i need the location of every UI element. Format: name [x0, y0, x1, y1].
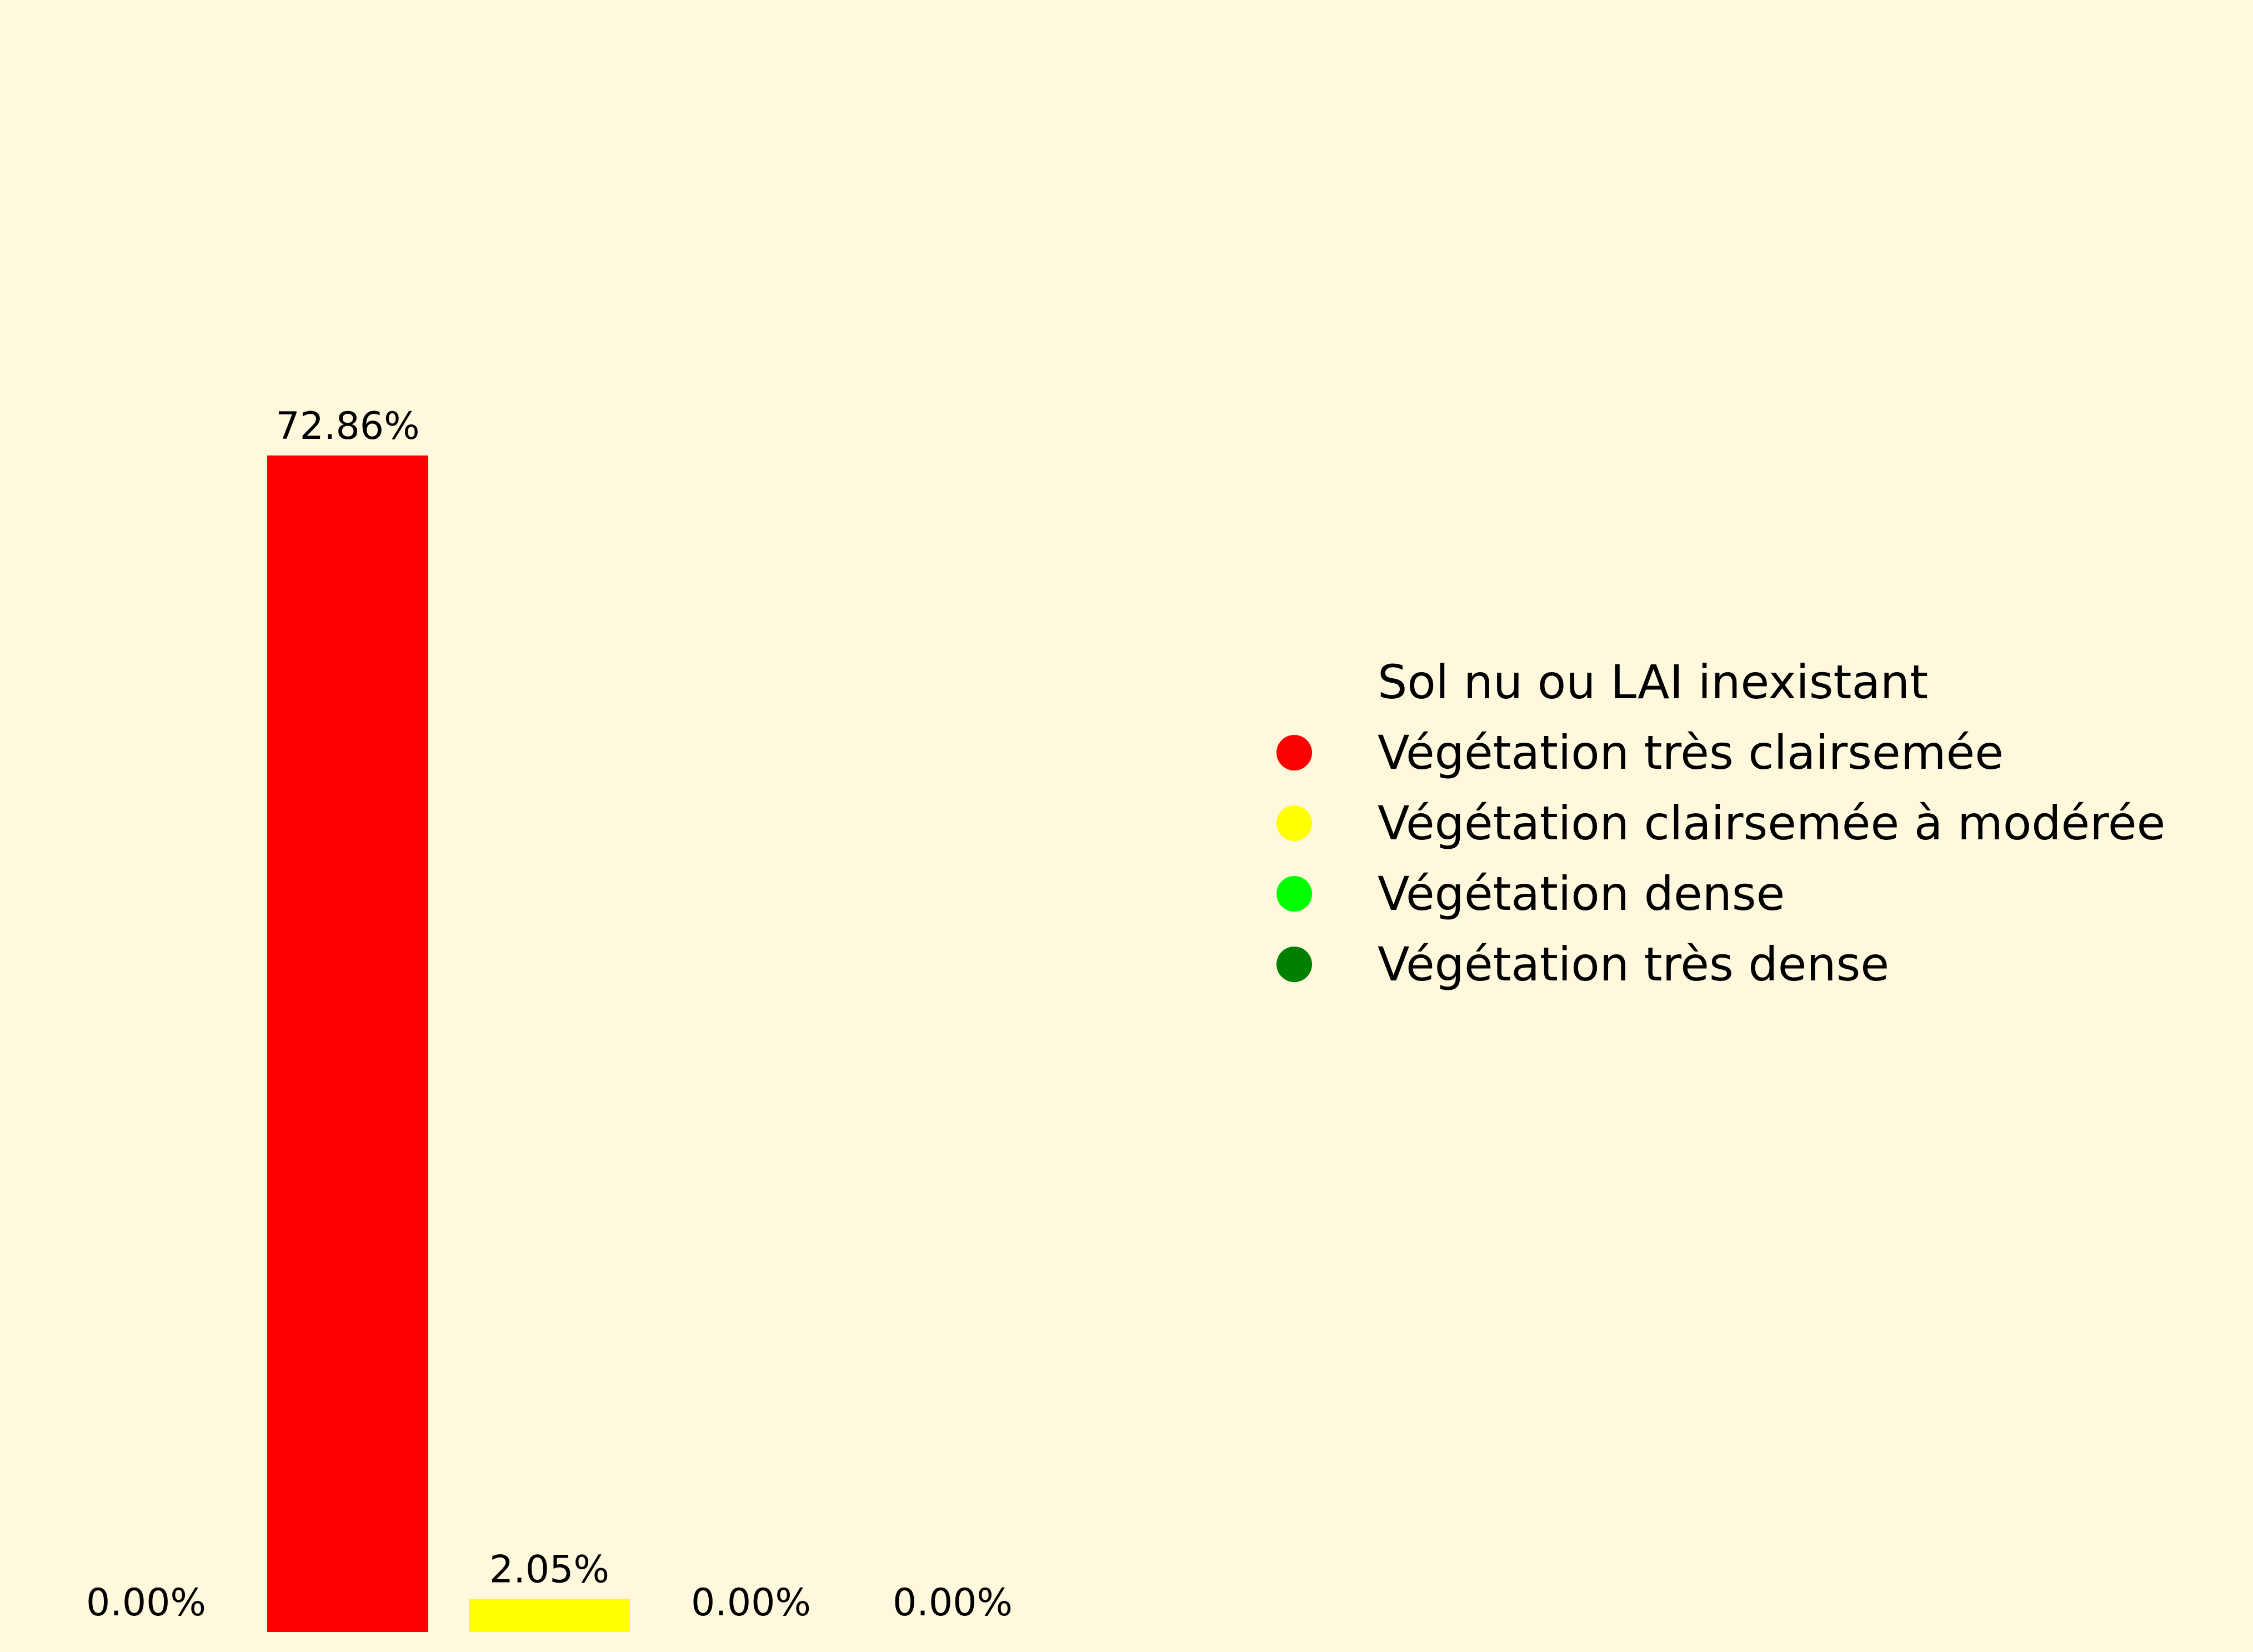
legend-label-4: Végétation dense — [1378, 867, 1785, 921]
value-labels-layer: 0.00% 72.86% 2.05% 0.00% 0.00% — [86, 404, 1013, 1625]
legend-marker-5 — [1276, 947, 1312, 982]
legend-marker-4 — [1276, 876, 1312, 912]
legend-marker-1 — [1276, 664, 1312, 700]
bars-layer — [267, 455, 630, 1632]
bar-value-label-2: 72.86% — [276, 404, 419, 448]
bar-3 — [469, 1599, 630, 1632]
bar-value-label-3: 2.05% — [489, 1548, 609, 1591]
bar-value-label-5: 0.00% — [893, 1581, 1013, 1625]
legend-marker-3 — [1276, 805, 1312, 841]
bar-2 — [267, 455, 428, 1632]
legend-label-5: Végétation très dense — [1378, 937, 1889, 992]
bar-value-label-1: 0.00% — [86, 1581, 206, 1625]
legend-label-1: Sol nu ou LAI inexistant — [1378, 655, 1928, 709]
legend-marker-2 — [1276, 735, 1312, 770]
legend: Sol nu ou LAI inexistant Végétation très … — [1276, 655, 2165, 992]
bar-value-label-4: 0.00% — [691, 1581, 811, 1625]
legend-label-2: Végétation très clairsemée — [1378, 725, 2004, 780]
legend-label-3: Végétation clairsemée à modérée — [1378, 796, 2165, 850]
